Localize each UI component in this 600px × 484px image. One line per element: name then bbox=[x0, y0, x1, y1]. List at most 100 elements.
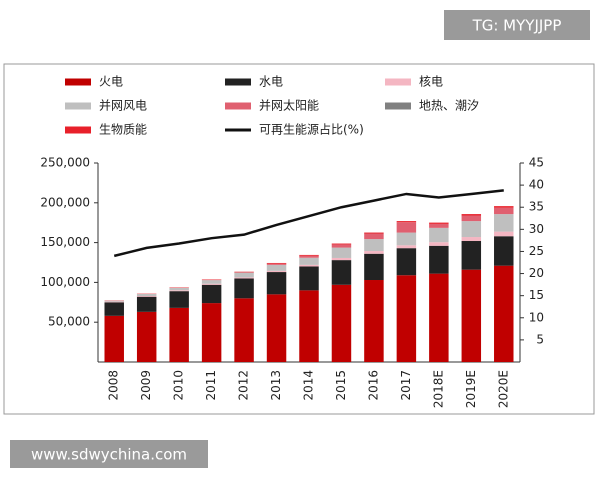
bar-segment bbox=[299, 265, 318, 267]
bar-segment bbox=[137, 296, 156, 297]
bar-segment bbox=[364, 234, 383, 240]
bar-segment bbox=[104, 302, 123, 316]
legend-label: 水电 bbox=[259, 75, 283, 89]
y2-tick-label: 15 bbox=[529, 288, 544, 302]
x-tick-label: 2009 bbox=[139, 370, 153, 401]
bar-segment bbox=[494, 206, 513, 208]
bar-segment bbox=[364, 233, 383, 234]
x-tick-label: 2014 bbox=[302, 370, 316, 401]
bar-segment bbox=[169, 288, 188, 290]
bar-segment bbox=[462, 216, 481, 222]
bar-segment bbox=[364, 254, 383, 280]
bar-segment bbox=[234, 277, 253, 278]
x-tick-label: 2018E bbox=[431, 370, 445, 408]
legend-label: 生物质能 bbox=[99, 123, 147, 137]
bar-segment bbox=[332, 285, 351, 362]
bar-segment bbox=[332, 258, 351, 260]
bar-segment bbox=[299, 258, 318, 265]
bar-segment bbox=[364, 251, 383, 254]
y2-tick-label: 40 bbox=[529, 178, 544, 192]
bar-segment bbox=[169, 291, 188, 308]
bar-segment bbox=[332, 244, 351, 247]
bar-segment bbox=[169, 290, 188, 291]
x-tick-label: 2020E bbox=[496, 370, 510, 408]
bar-segment bbox=[234, 278, 253, 298]
bar-segment bbox=[267, 272, 286, 294]
bar-segment bbox=[267, 264, 286, 265]
bar-segment bbox=[494, 266, 513, 362]
bar-segment bbox=[299, 255, 318, 256]
bar-segment bbox=[462, 241, 481, 270]
bar-segment bbox=[267, 263, 286, 264]
bar-segment bbox=[462, 221, 481, 237]
y-tick-label: 100,000 bbox=[40, 275, 90, 289]
x-tick-label: 2019E bbox=[464, 370, 478, 408]
bar-segment bbox=[397, 233, 416, 246]
legend-label: 地热、潮汐 bbox=[419, 98, 479, 113]
bar-segment bbox=[202, 284, 221, 285]
bar-segment bbox=[494, 214, 513, 232]
bar-segment bbox=[299, 256, 318, 258]
bar-segment bbox=[299, 290, 318, 362]
bar-segment bbox=[494, 236, 513, 265]
bar-segment bbox=[429, 223, 448, 224]
x-tick-label: 2017 bbox=[399, 370, 413, 401]
bar-segment bbox=[137, 294, 156, 296]
watermark: TG: MYYJJPP bbox=[472, 17, 562, 35]
x-tick-label: 2016 bbox=[366, 370, 380, 401]
bar-segment bbox=[397, 222, 416, 232]
bar-segment bbox=[267, 265, 286, 271]
y-tick-label: 250,000 bbox=[40, 156, 90, 170]
x-tick-label: 2013 bbox=[269, 370, 283, 401]
bar-segment bbox=[462, 237, 481, 241]
bar-segment bbox=[137, 312, 156, 362]
y2-tick-label: 20 bbox=[529, 266, 544, 280]
legend-label: 并网太阳能 bbox=[259, 98, 319, 113]
x-tick-label: 2008 bbox=[107, 370, 121, 401]
x-tick-label: 2015 bbox=[334, 370, 348, 401]
bar-segment bbox=[397, 248, 416, 275]
bar-segment bbox=[234, 272, 253, 273]
bar-segment bbox=[234, 298, 253, 362]
bar-segment bbox=[429, 246, 448, 274]
bar-segment bbox=[267, 294, 286, 362]
bar-segment bbox=[494, 232, 513, 237]
bar-segment bbox=[494, 208, 513, 214]
x-tick-label: 2010 bbox=[172, 370, 186, 401]
bar-segment bbox=[202, 285, 221, 303]
watermark: www.sdwychina.com bbox=[31, 446, 187, 464]
x-tick-label: 2011 bbox=[204, 370, 218, 401]
bar-segment bbox=[234, 273, 253, 278]
bar-segment bbox=[462, 270, 481, 362]
y2-tick-label: 25 bbox=[529, 244, 544, 258]
bar-segment bbox=[137, 297, 156, 312]
bar-segment bbox=[104, 316, 123, 362]
bar-segment bbox=[429, 228, 448, 242]
bar-segment bbox=[462, 214, 481, 215]
bar-segment bbox=[202, 280, 221, 284]
bar-segment bbox=[397, 275, 416, 362]
bar-segment bbox=[332, 248, 351, 258]
bar-segment bbox=[104, 301, 123, 302]
bar-segment bbox=[429, 274, 448, 362]
bar-segment bbox=[364, 239, 383, 251]
y-tick-label: 150,000 bbox=[40, 235, 90, 249]
bar-segment bbox=[169, 308, 188, 362]
x-tick-label: 2012 bbox=[237, 370, 251, 401]
bar-segment bbox=[104, 302, 123, 303]
y2-tick-label: 30 bbox=[529, 222, 544, 236]
y2-tick-label: 5 bbox=[536, 332, 544, 346]
bar-segment bbox=[397, 245, 416, 248]
bar-segment bbox=[332, 260, 351, 285]
y-tick-label: 200,000 bbox=[40, 195, 90, 209]
y2-tick-label: 10 bbox=[529, 310, 544, 324]
legend-label: 可再生能源占比(%) bbox=[259, 122, 364, 137]
legend-label: 核电 bbox=[419, 75, 443, 89]
bar-segment bbox=[267, 271, 286, 272]
bar-segment bbox=[429, 224, 448, 228]
bar-segment bbox=[202, 303, 221, 362]
y2-tick-label: 45 bbox=[529, 156, 544, 170]
legend-label: 并网风电 bbox=[99, 99, 147, 113]
